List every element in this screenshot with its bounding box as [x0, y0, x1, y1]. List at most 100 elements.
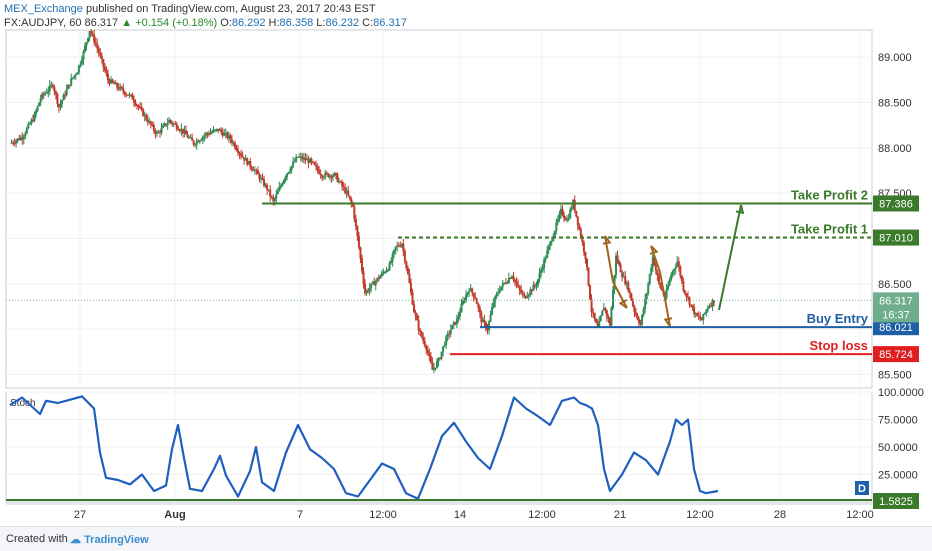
candle-body [478, 307, 481, 313]
candle-body [367, 290, 370, 292]
candle-body [247, 160, 250, 165]
symbol-label[interactable]: FX:AUDJPY, 60 [4, 17, 82, 29]
candle-body [244, 158, 247, 161]
candle-body [595, 318, 598, 323]
candle-body [169, 120, 172, 122]
candle-body [10, 142, 13, 144]
last-price-label: 86.317 [879, 295, 913, 307]
candle-body [333, 172, 336, 176]
level-price-label: 87.386 [879, 198, 913, 210]
candle-body [53, 86, 56, 92]
candle-body [555, 222, 558, 231]
candle-body [449, 329, 452, 334]
projection-arrow [718, 204, 742, 311]
candle-body [158, 131, 161, 133]
candle-body [286, 173, 289, 177]
last-price: 86.317 [84, 17, 119, 29]
candle-body [585, 258, 588, 268]
candle-body [533, 284, 536, 286]
candle-body [633, 305, 636, 313]
candle-body [357, 236, 360, 248]
candle-body [264, 184, 267, 186]
time-tick-label: 27 [74, 509, 86, 521]
candle-body [351, 202, 354, 207]
candle-body [472, 293, 475, 298]
candle-body [521, 293, 524, 295]
candle-body [604, 307, 607, 311]
price-panel[interactable]: Take Profit 2 Take Profit 1 Buy Entry Stop … [6, 29, 872, 374]
candle-body [313, 162, 316, 165]
stoch-tick-label: 100.0000 [878, 387, 924, 399]
candle-body [175, 124, 178, 130]
candle-body [641, 314, 644, 325]
candle-body [552, 236, 555, 242]
candle-body [114, 83, 117, 85]
candle-body [483, 319, 486, 323]
candle-body [654, 265, 657, 271]
candle-body [198, 140, 201, 143]
candle-body [146, 119, 149, 123]
publisher-link[interactable]: MEX_Exchange [4, 3, 83, 15]
candle-body [134, 102, 137, 106]
candle-body [44, 93, 47, 95]
candle-body [282, 179, 285, 184]
candle-body [345, 190, 348, 194]
candle-body [54, 91, 57, 95]
candle-body [573, 199, 576, 211]
candle-body [273, 198, 276, 202]
candle-body [353, 206, 356, 219]
candle-body [532, 284, 535, 291]
axes: 85.50086.00086.50087.00087.50088.00088.5… [6, 52, 924, 521]
candle-body [507, 277, 510, 283]
candle-body [627, 282, 630, 292]
candle-body [90, 31, 93, 34]
candle-body [71, 77, 74, 79]
candle-body [413, 304, 416, 313]
candle-body [125, 94, 128, 96]
candle-body [218, 129, 221, 131]
candle-body [293, 161, 296, 163]
candle-body [442, 346, 445, 352]
candle-body [168, 120, 171, 124]
candle-body [212, 129, 215, 132]
candle-body [162, 125, 165, 128]
candle-body [137, 105, 140, 108]
candle-body [116, 83, 119, 88]
ohlc-line: FX:AUDJPY, 60 86.317 ▲ +0.154 (+0.18%) O… [4, 16, 928, 30]
candle-body [422, 337, 425, 341]
candle-body [36, 106, 39, 112]
candle-body [220, 129, 223, 132]
candle-body [553, 230, 556, 237]
candle-body [645, 293, 648, 300]
candle-body [338, 181, 341, 183]
candle-body [16, 138, 19, 141]
candle-body [587, 267, 590, 286]
candle-body [207, 133, 210, 135]
candle-body [411, 292, 414, 305]
candle-body [477, 304, 480, 308]
stoch-line [9, 395, 719, 500]
candle-body [374, 281, 377, 286]
level-price-badge [873, 195, 919, 212]
tradingview-logo[interactable]: ☁ TradingView [70, 533, 149, 546]
candle-body [96, 43, 99, 49]
candle-body [455, 318, 458, 325]
up-triangle-icon: ▲ [121, 17, 133, 29]
candle-body [592, 312, 595, 314]
candle-body [608, 318, 611, 326]
candle-body [607, 316, 610, 319]
stoch-panel[interactable]: Stoch D [6, 395, 872, 501]
candle-body [214, 129, 217, 131]
candle-body [108, 80, 111, 84]
price-tick-label: 86.500 [878, 279, 912, 291]
candle-body [255, 170, 258, 172]
candle-body [211, 131, 214, 133]
candle-body [625, 282, 628, 285]
low-label: L: [316, 17, 326, 29]
candle-body [396, 245, 399, 247]
candle-body [674, 266, 677, 270]
chart-canvas[interactable]: Take Profit 2 Take Profit 1 Buy Entry Stop … [0, 0, 932, 526]
candle-body [19, 137, 22, 140]
price-panel-border [5, 29, 873, 389]
candle-body [82, 51, 85, 60]
